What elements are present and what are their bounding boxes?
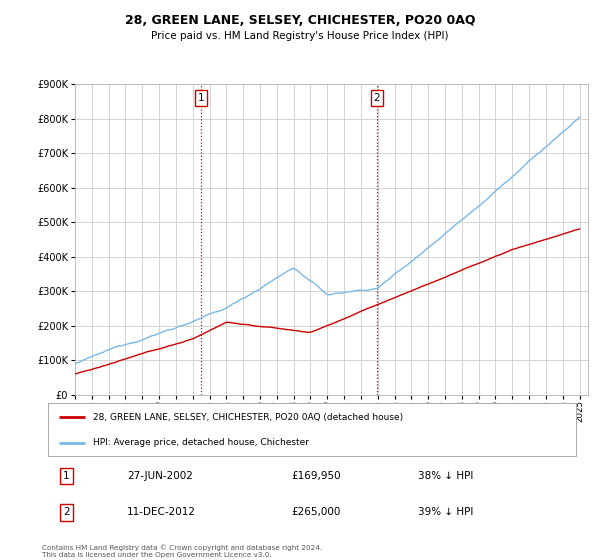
Text: 38% ↓ HPI: 38% ↓ HPI: [418, 471, 473, 481]
Text: 39% ↓ HPI: 39% ↓ HPI: [418, 507, 473, 517]
Text: 11-DEC-2012: 11-DEC-2012: [127, 507, 196, 517]
Text: Price paid vs. HM Land Registry's House Price Index (HPI): Price paid vs. HM Land Registry's House …: [151, 31, 449, 41]
Text: 2: 2: [374, 93, 380, 103]
Text: 1: 1: [63, 471, 70, 481]
Text: 1: 1: [197, 93, 204, 103]
Text: HPI: Average price, detached house, Chichester: HPI: Average price, detached house, Chic…: [93, 438, 309, 447]
Text: £265,000: £265,000: [291, 507, 340, 517]
Text: 28, GREEN LANE, SELSEY, CHICHESTER, PO20 0AQ (detached house): 28, GREEN LANE, SELSEY, CHICHESTER, PO20…: [93, 413, 403, 422]
Text: 2: 2: [63, 507, 70, 517]
Text: 27-JUN-2002: 27-JUN-2002: [127, 471, 193, 481]
Text: £169,950: £169,950: [291, 471, 341, 481]
Text: 28, GREEN LANE, SELSEY, CHICHESTER, PO20 0AQ: 28, GREEN LANE, SELSEY, CHICHESTER, PO20…: [125, 14, 475, 27]
Text: Contains HM Land Registry data © Crown copyright and database right 2024.
This d: Contains HM Land Registry data © Crown c…: [42, 545, 322, 558]
